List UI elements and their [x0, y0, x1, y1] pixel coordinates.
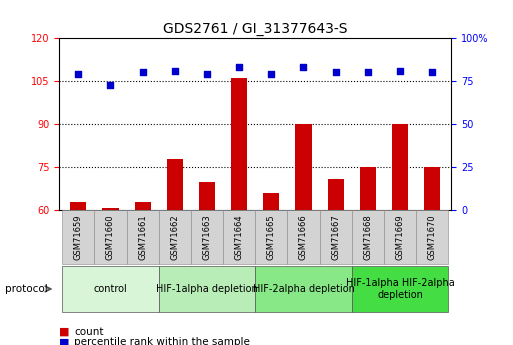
Title: GDS2761 / GI_31377643-S: GDS2761 / GI_31377643-S	[163, 21, 347, 36]
Bar	[360, 167, 376, 210]
Text: GSM71665: GSM71665	[267, 214, 276, 260]
Text: HIF-1alpha depletion: HIF-1alpha depletion	[156, 284, 258, 294]
Point	[364, 70, 372, 75]
Bar	[103, 208, 119, 210]
Text: GSM71666: GSM71666	[299, 214, 308, 260]
Point	[139, 70, 147, 75]
Bar	[199, 182, 215, 210]
Point	[171, 68, 179, 73]
Text: GSM71670: GSM71670	[428, 214, 437, 260]
Text: count: count	[74, 327, 104, 337]
Point	[267, 71, 275, 77]
Text: GSM71661: GSM71661	[138, 214, 147, 260]
Text: percentile rank within the sample: percentile rank within the sample	[74, 337, 250, 345]
Point	[235, 65, 243, 70]
Text: GSM71662: GSM71662	[170, 214, 180, 260]
Point	[396, 68, 404, 73]
Bar	[167, 159, 183, 210]
Text: GSM71663: GSM71663	[203, 214, 211, 260]
Point	[74, 71, 83, 77]
Point	[331, 70, 340, 75]
Bar	[328, 179, 344, 210]
Bar	[392, 124, 408, 210]
Text: ■: ■	[59, 327, 69, 337]
Text: GSM71668: GSM71668	[363, 214, 372, 260]
Text: HIF-1alpha HIF-2alpha
depletion: HIF-1alpha HIF-2alpha depletion	[346, 278, 455, 300]
Point	[428, 70, 436, 75]
Bar	[70, 202, 86, 210]
Bar	[295, 124, 311, 210]
Text: control: control	[93, 284, 127, 294]
Text: GSM71667: GSM71667	[331, 214, 340, 260]
Bar	[263, 193, 280, 210]
Point	[300, 65, 308, 70]
Text: GSM71669: GSM71669	[396, 214, 404, 260]
Bar	[424, 167, 440, 210]
Text: HIF-2alpha depletion: HIF-2alpha depletion	[252, 284, 354, 294]
Text: GSM71660: GSM71660	[106, 214, 115, 260]
Bar	[134, 202, 151, 210]
Text: ■: ■	[59, 337, 69, 345]
Point	[203, 71, 211, 77]
Bar	[231, 78, 247, 210]
Text: GSM71664: GSM71664	[234, 214, 244, 260]
Text: protocol: protocol	[5, 284, 48, 294]
Text: GSM71659: GSM71659	[74, 215, 83, 260]
Point	[106, 82, 114, 87]
